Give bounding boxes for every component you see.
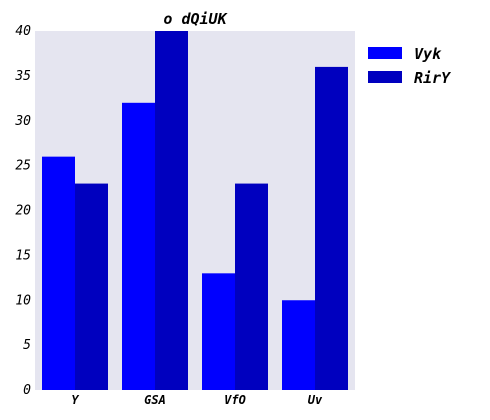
bar-vyk-vfo [202, 273, 235, 390]
bar-riry-y [75, 183, 108, 390]
legend-swatch-riry [368, 71, 402, 83]
x-tick-label: GSA [144, 393, 166, 407]
y-tick-label: 40 [15, 24, 31, 39]
chart-title: o dQiUK [163, 10, 228, 28]
legend-label-riry: RirY [414, 69, 451, 87]
legend: Vyk RirY [368, 45, 451, 87]
x-axis-ticks: Y GSA VfO Uv [71, 393, 323, 407]
bar-vyk-gsa [122, 102, 155, 391]
bar-riry-gsa [155, 31, 188, 390]
x-tick-label: VfO [224, 393, 246, 407]
bar-vyk-uv [282, 300, 315, 390]
y-tick-label: 15 [15, 248, 31, 263]
bar-riry-vfo [235, 183, 268, 390]
legend-swatch-vyk [368, 47, 402, 59]
y-tick-label: 0 [23, 383, 31, 398]
x-tick-label: Y [71, 393, 79, 407]
y-tick-label: 10 [15, 293, 31, 308]
bar-riry-uv [315, 66, 348, 391]
legend-label-vyk: Vyk [414, 45, 442, 63]
y-tick-label: 5 [23, 338, 31, 353]
x-tick-label: Uv [308, 393, 323, 407]
y-tick-label: 30 [14, 114, 31, 129]
y-tick-label: 20 [15, 204, 31, 219]
bars-group [42, 31, 348, 391]
y-tick-label: 35 [14, 69, 31, 84]
y-tick-label: 25 [15, 159, 31, 174]
bar-vyk-y [42, 156, 75, 390]
y-axis-ticks: 0 5 10 15 20 25 30 35 40 [14, 24, 31, 398]
